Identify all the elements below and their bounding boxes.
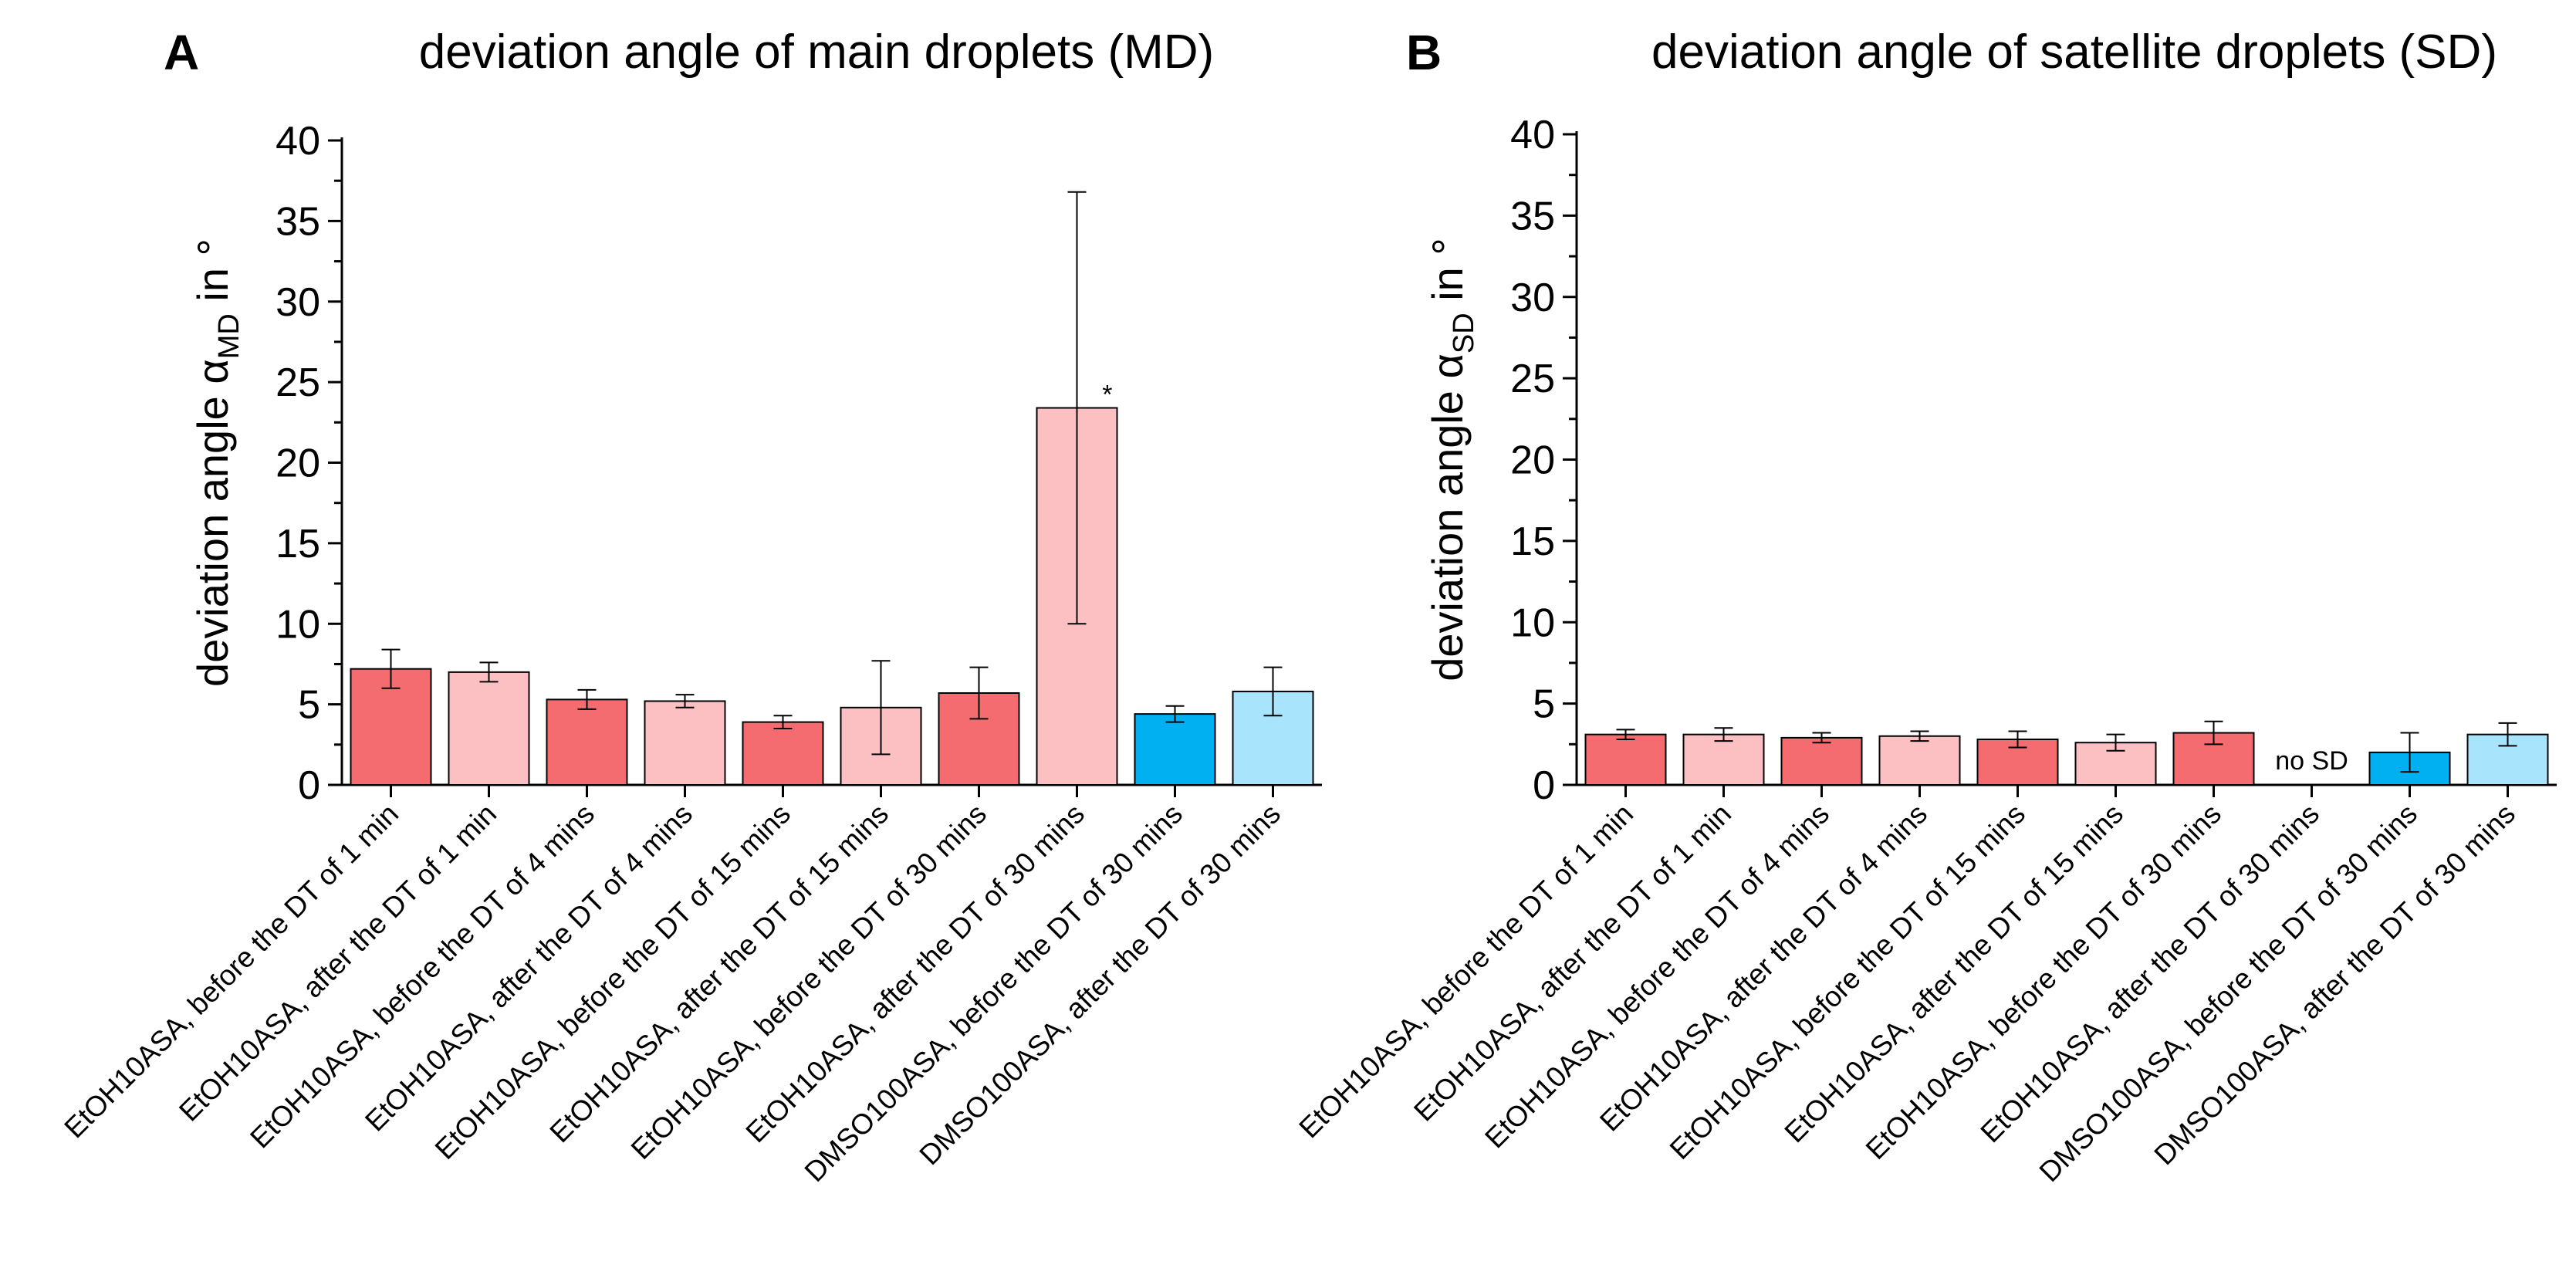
y-axis-label-subscript: MD: [213, 313, 245, 359]
y-tick-label: 15: [276, 522, 320, 566]
x-tick-label: EtOH10ASA, before the DT of 1 min: [58, 798, 404, 1145]
x-tick-label: EtOH10ASA, before the DT of 15 mins: [429, 798, 796, 1165]
x-tick-label: EtOH10ASA, after the DT of 15 mins: [1779, 798, 2130, 1149]
y-tick-label: 10: [276, 602, 320, 647]
x-tick-label: EtOH10ASA, before the DT of 30 mins: [1860, 798, 2227, 1165]
y-tick-label: 30: [276, 280, 320, 325]
panel-letter: A: [164, 25, 199, 80]
y-tick-label: 20: [1510, 438, 1555, 483]
y-tick-label: 35: [276, 199, 320, 244]
y-tick-label: 30: [1510, 276, 1555, 320]
bar: [1584, 733, 1667, 786]
y-tick-label: 40: [276, 119, 320, 164]
y-tick-label: 0: [298, 763, 320, 808]
y-axis-label-prefix: deviation angle: [188, 384, 237, 687]
chart-title: deviation angle of main droplets (MD): [419, 25, 1214, 79]
y-tick-label: 40: [1510, 113, 1555, 157]
x-tick-label: DMSO100ASA, after the DT of 30 mins: [2148, 798, 2522, 1172]
y-axis-label-subscript: SD: [1448, 313, 1480, 353]
y-axis-label: deviation angle αSD in °: [1423, 238, 1480, 681]
y-tick-label: 20: [276, 441, 320, 486]
bar: [1878, 735, 1961, 786]
y-axis-label-symbol: α: [188, 359, 237, 384]
bar: [742, 721, 824, 786]
y-tick-label: 10: [1510, 600, 1555, 645]
panel-letter: B: [1406, 25, 1442, 80]
y-axis-label-suffix: in °: [1423, 238, 1472, 313]
chart-title: deviation angle of satellite droplets (S…: [1651, 25, 2497, 79]
bar: [1682, 733, 1765, 786]
y-tick-label: 25: [1510, 357, 1555, 401]
x-tick-label: EtOH10ASA, before the DT of 15 mins: [1664, 798, 2031, 1165]
y-axis-label-suffix: in °: [188, 238, 237, 313]
bar: [1780, 736, 1863, 786]
y-tick-label: 0: [1533, 763, 1555, 808]
y-axis-label: deviation angle αMD in °: [188, 238, 245, 687]
x-tick-label: EtOH10ASA, before the DT of 4 mins: [244, 798, 600, 1155]
x-tick-label: EtOH10ASA, after the DT of 30 mins: [740, 798, 1091, 1149]
y-axis-label-prefix: deviation angle: [1423, 378, 1472, 681]
x-tick-label: EtOH10ASA, before the DT of 30 mins: [625, 798, 992, 1165]
annotation: *: [1102, 380, 1112, 410]
x-tick-label: EtOH10ASA, before the DT of 1 min: [1293, 798, 1639, 1145]
y-tick-label: 5: [1533, 682, 1555, 727]
annotation: no SD: [2275, 746, 2348, 776]
x-tick-label: EtOH10ASA, before the DT of 4 mins: [1479, 798, 1835, 1155]
y-axis-label-symbol: α: [1423, 353, 1472, 378]
x-tick-label: EtOH10ASA, after the DT of 15 mins: [544, 798, 895, 1149]
bar: [546, 698, 628, 786]
y-tick-label: 35: [1510, 194, 1555, 238]
bar: [1134, 713, 1216, 786]
x-tick-label: DMSO100ASA, after the DT of 30 mins: [914, 798, 1287, 1172]
bar: [448, 671, 530, 786]
bar: [644, 700, 726, 786]
y-tick-label: 15: [1510, 519, 1555, 564]
y-tick-label: 25: [276, 360, 320, 405]
y-tick-label: 5: [298, 683, 320, 728]
x-tick-label: EtOH10ASA, after the DT of 30 mins: [1975, 798, 2326, 1149]
